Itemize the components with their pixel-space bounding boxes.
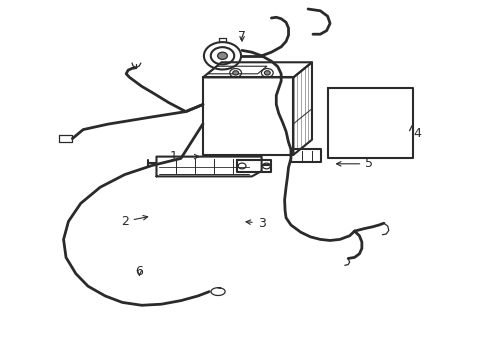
Text: 4: 4 bbox=[412, 127, 420, 140]
Text: 5: 5 bbox=[336, 157, 372, 170]
Circle shape bbox=[264, 71, 270, 75]
Text: 1: 1 bbox=[169, 150, 199, 163]
Circle shape bbox=[232, 71, 238, 75]
Text: 7: 7 bbox=[238, 30, 245, 42]
Text: 2: 2 bbox=[121, 215, 147, 228]
Text: 6: 6 bbox=[135, 265, 143, 278]
Text: 3: 3 bbox=[245, 217, 265, 230]
Circle shape bbox=[217, 52, 227, 59]
